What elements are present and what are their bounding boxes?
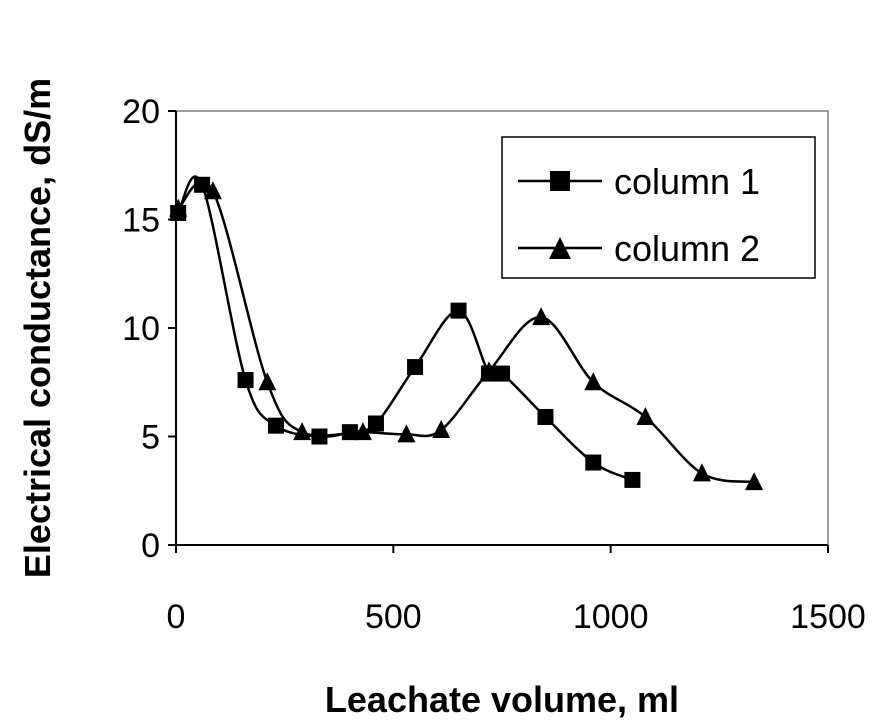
data-point-column-1 — [407, 359, 424, 376]
y-axis-title: Electrical conductance, dS/m — [17, 78, 58, 578]
data-point-column-1 — [237, 372, 254, 389]
x-tick-label: 1000 — [573, 598, 649, 636]
legend-marker-triangle — [549, 237, 571, 259]
series-layer — [169, 175, 764, 491]
y-tick-label: 0 — [141, 527, 160, 565]
x-tick-label: 0 — [167, 598, 186, 636]
data-point-column-2 — [636, 406, 655, 425]
data-point-column-2 — [479, 361, 498, 380]
legend-label-column-2: column 2 — [614, 228, 760, 269]
data-point-column-1 — [367, 415, 384, 432]
y-tick-label: 20 — [122, 93, 160, 131]
legend: column 1 column 2 — [501, 136, 816, 279]
y-tick-label: 5 — [141, 419, 160, 457]
data-point-column-2 — [169, 198, 188, 217]
data-point-column-2 — [692, 463, 711, 482]
data-point-column-2 — [532, 307, 551, 326]
x-tick-label: 500 — [365, 598, 422, 636]
data-point-column-1 — [194, 176, 211, 193]
y-tick-label: 15 — [122, 202, 160, 240]
data-point-column-1 — [267, 417, 284, 434]
data-point-column-2 — [745, 472, 764, 491]
data-point-column-1 — [585, 454, 602, 471]
data-point-column-2 — [432, 419, 451, 438]
data-point-column-1 — [450, 302, 467, 319]
y-tick-label: 10 — [122, 310, 160, 348]
x-tick-label: 1500 — [790, 598, 866, 636]
legend-marker-square — [550, 171, 570, 191]
data-point-column-2 — [584, 372, 603, 391]
data-point-column-2 — [353, 422, 372, 441]
data-point-column-1 — [494, 365, 510, 382]
axis-ticks: 0 500 1000 1500 0 5 10 15 20 — [122, 93, 866, 636]
data-point-column-1 — [537, 408, 554, 425]
data-point-column-2 — [293, 422, 312, 441]
x-axis-title: Leachate volume, ml — [325, 679, 679, 720]
legend-label-column-1: column 1 — [614, 161, 760, 202]
data-point-column-1 — [624, 471, 641, 488]
data-point-column-2 — [397, 424, 416, 443]
data-point-column-2 — [203, 181, 222, 200]
data-point-column-2 — [258, 372, 277, 391]
